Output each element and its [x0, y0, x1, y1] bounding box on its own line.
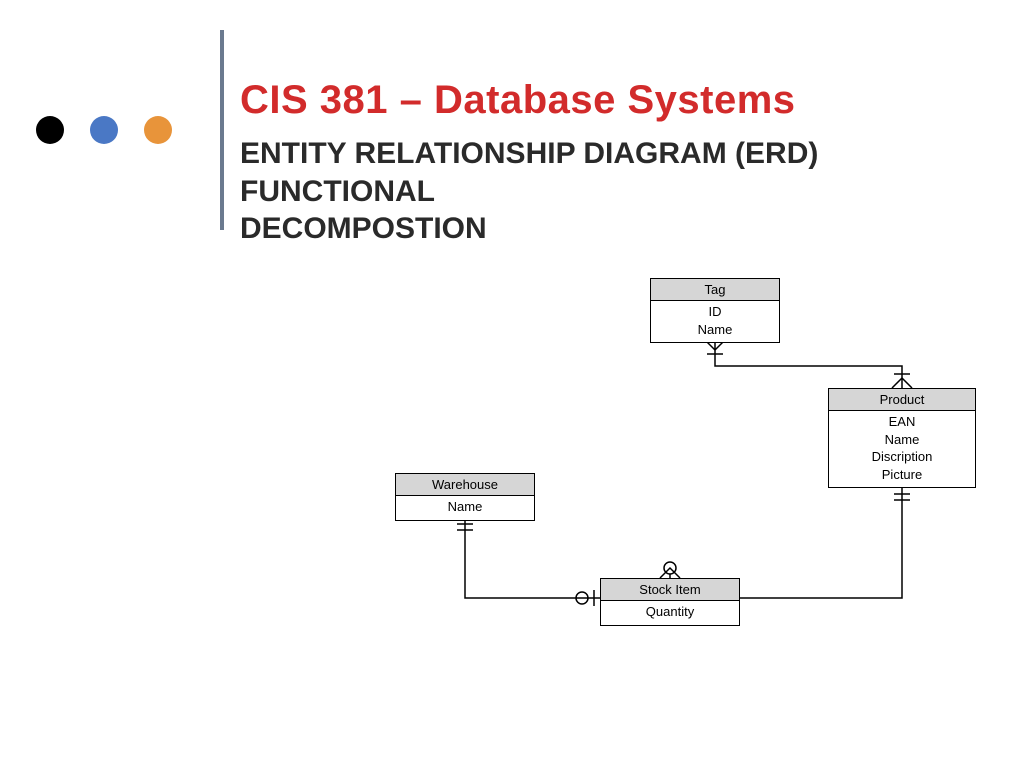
- entity-tag-header: Tag: [651, 279, 779, 301]
- entity-tag-attr-1: Name: [657, 321, 773, 339]
- entity-product-attr-0: EAN: [835, 413, 969, 431]
- subtitle-line-2: FUNCTIONAL: [240, 173, 880, 211]
- entity-product-header: Product: [829, 389, 975, 411]
- entity-product-attr-3: Picture: [835, 466, 969, 484]
- entity-tag-attr-0: ID: [657, 303, 773, 321]
- entity-product-attr-2: Discription: [835, 448, 969, 466]
- entity-warehouse-attr-0: Name: [402, 498, 528, 516]
- entity-warehouse-header: Warehouse: [396, 474, 534, 496]
- dot-1: [36, 116, 64, 144]
- entity-stockitem: Stock Item Quantity: [600, 578, 740, 626]
- entity-stockitem-header: Stock Item: [601, 579, 739, 601]
- page-title: CIS 381 – Database Systems: [240, 78, 994, 123]
- header-block: CIS 381 – Database Systems ENTITY RELATI…: [240, 78, 994, 248]
- entity-product-attr-1: Name: [835, 431, 969, 449]
- dot-3: [144, 116, 172, 144]
- erd-diagram: Tag ID Name Product EAN Name Discription…: [350, 278, 990, 658]
- entity-warehouse-body: Name: [396, 496, 534, 520]
- entity-warehouse: Warehouse Name: [395, 473, 535, 521]
- decor-dots: [36, 116, 172, 144]
- entity-product-body: EAN Name Discription Picture: [829, 411, 975, 487]
- subtitle-line-3: DECOMPOSTION: [240, 210, 880, 248]
- subtitle-line-1: ENTITY RELATIONSHIP DIAGRAM (ERD): [240, 135, 880, 173]
- entity-product: Product EAN Name Discription Picture: [828, 388, 976, 488]
- entity-stockitem-body: Quantity: [601, 601, 739, 625]
- dot-2: [90, 116, 118, 144]
- entity-tag: Tag ID Name: [650, 278, 780, 343]
- vertical-rule: [220, 30, 224, 230]
- entity-stockitem-attr-0: Quantity: [607, 603, 733, 621]
- entity-tag-body: ID Name: [651, 301, 779, 342]
- page-subtitle: ENTITY RELATIONSHIP DIAGRAM (ERD) FUNCTI…: [240, 135, 880, 248]
